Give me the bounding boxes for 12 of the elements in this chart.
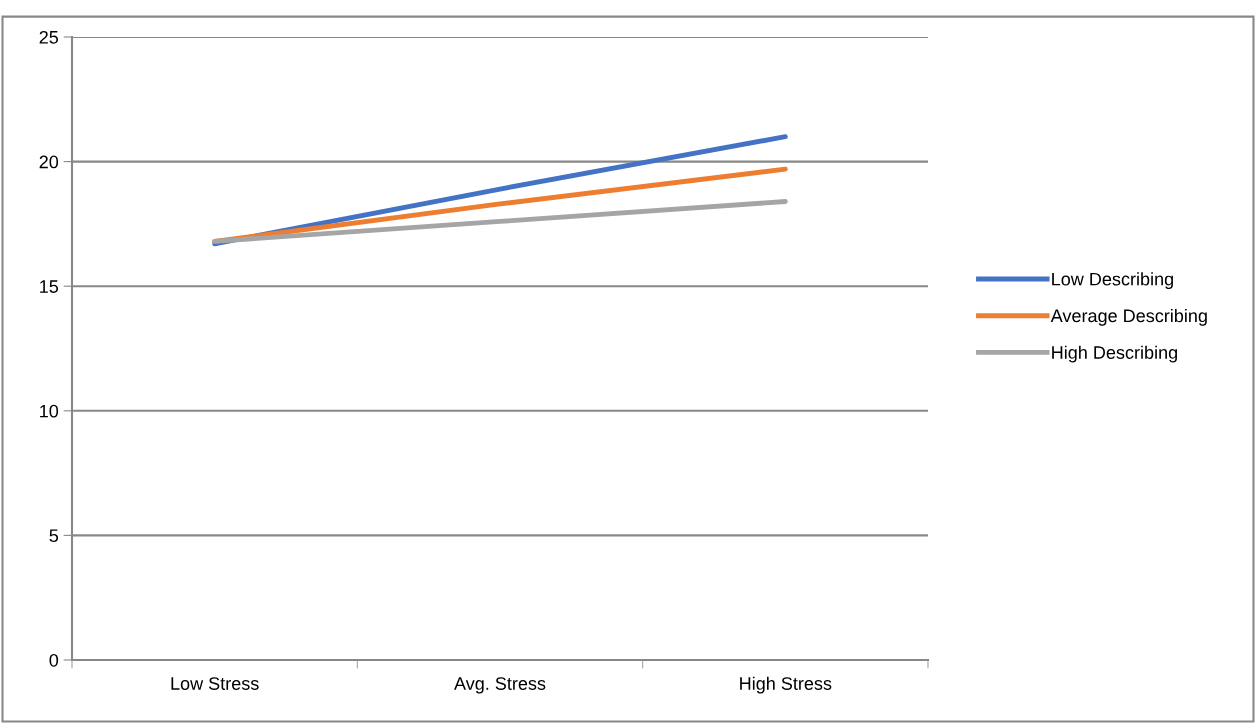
y-tick-label: 0 bbox=[49, 653, 59, 667]
legend-label: Low Describing bbox=[1052, 272, 1173, 290]
y-tick-label: 15 bbox=[40, 280, 59, 293]
y-tick-label: 5 bbox=[49, 529, 59, 543]
x-tick-label: Avg. Stress bbox=[454, 677, 546, 694]
legend-label: High Describing bbox=[1052, 345, 1177, 363]
legend-label: Average Describing bbox=[1050, 308, 1207, 326]
x-tick-label: High Stress bbox=[740, 676, 832, 694]
x-tick-label: Low Stress bbox=[171, 677, 259, 690]
y-tick-label: 20 bbox=[39, 155, 59, 169]
y-tick-label: 10 bbox=[40, 404, 59, 418]
y-tick-label: 25 bbox=[39, 30, 59, 44]
